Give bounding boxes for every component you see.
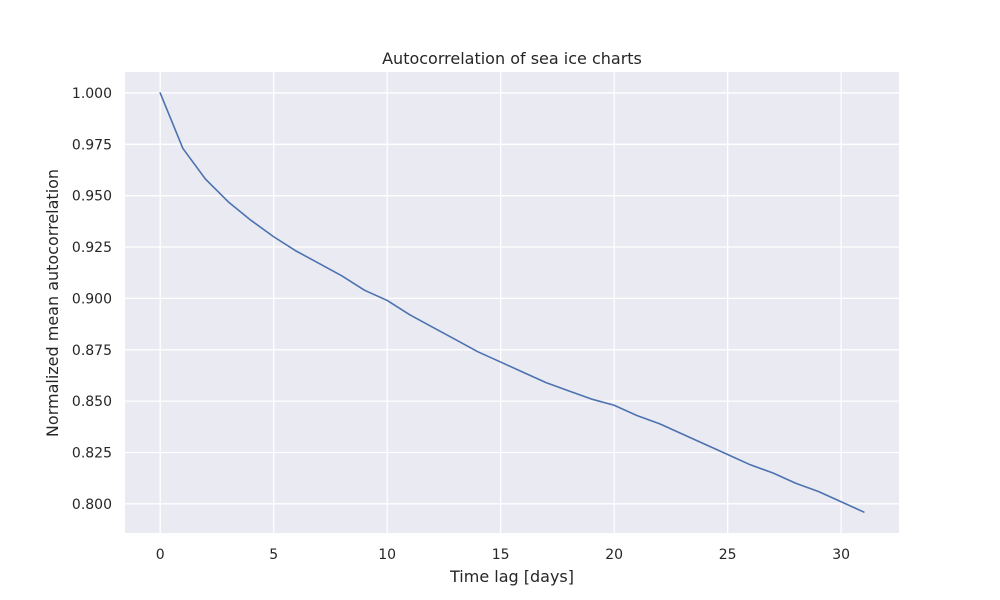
- x-tick-label: 30: [832, 547, 850, 563]
- x-tick-label: 15: [492, 547, 510, 563]
- x-tick-label: 5: [269, 547, 278, 563]
- y-tick-label: 0.850: [72, 394, 112, 410]
- y-tick-label: 0.900: [72, 291, 112, 307]
- chart-title: Autocorrelation of sea ice charts: [382, 49, 642, 68]
- y-tick-label: 1.000: [72, 86, 112, 102]
- x-tick-label: 10: [378, 547, 396, 563]
- y-tick-label: 0.875: [72, 343, 112, 359]
- y-tick-label: 0.925: [72, 240, 112, 256]
- y-axis-ticks: 0.800 0.825 0.850 0.875 0.900 0.925 0.950 0.975…: [72, 86, 112, 513]
- y-tick-label: 0.800: [72, 497, 112, 513]
- plot-area: [125, 72, 899, 533]
- series-line: [159, 92, 865, 513]
- y-tick-label: 0.950: [72, 189, 112, 205]
- x-axis-label: Time lag [days]: [449, 567, 574, 586]
- x-tick-label: 0: [156, 547, 165, 563]
- x-tick-label: 20: [605, 547, 623, 563]
- x-axis-ticks: 0 5 10 15 20 25 30: [156, 547, 850, 563]
- y-tick-label: 0.825: [72, 445, 112, 461]
- x-tick-label: 25: [719, 547, 737, 563]
- series-layer: [159, 92, 865, 513]
- y-tick-label: 0.975: [72, 137, 112, 153]
- grid-lines: [125, 72, 899, 533]
- y-axis-label: Normalized mean autocorrelation: [43, 169, 62, 437]
